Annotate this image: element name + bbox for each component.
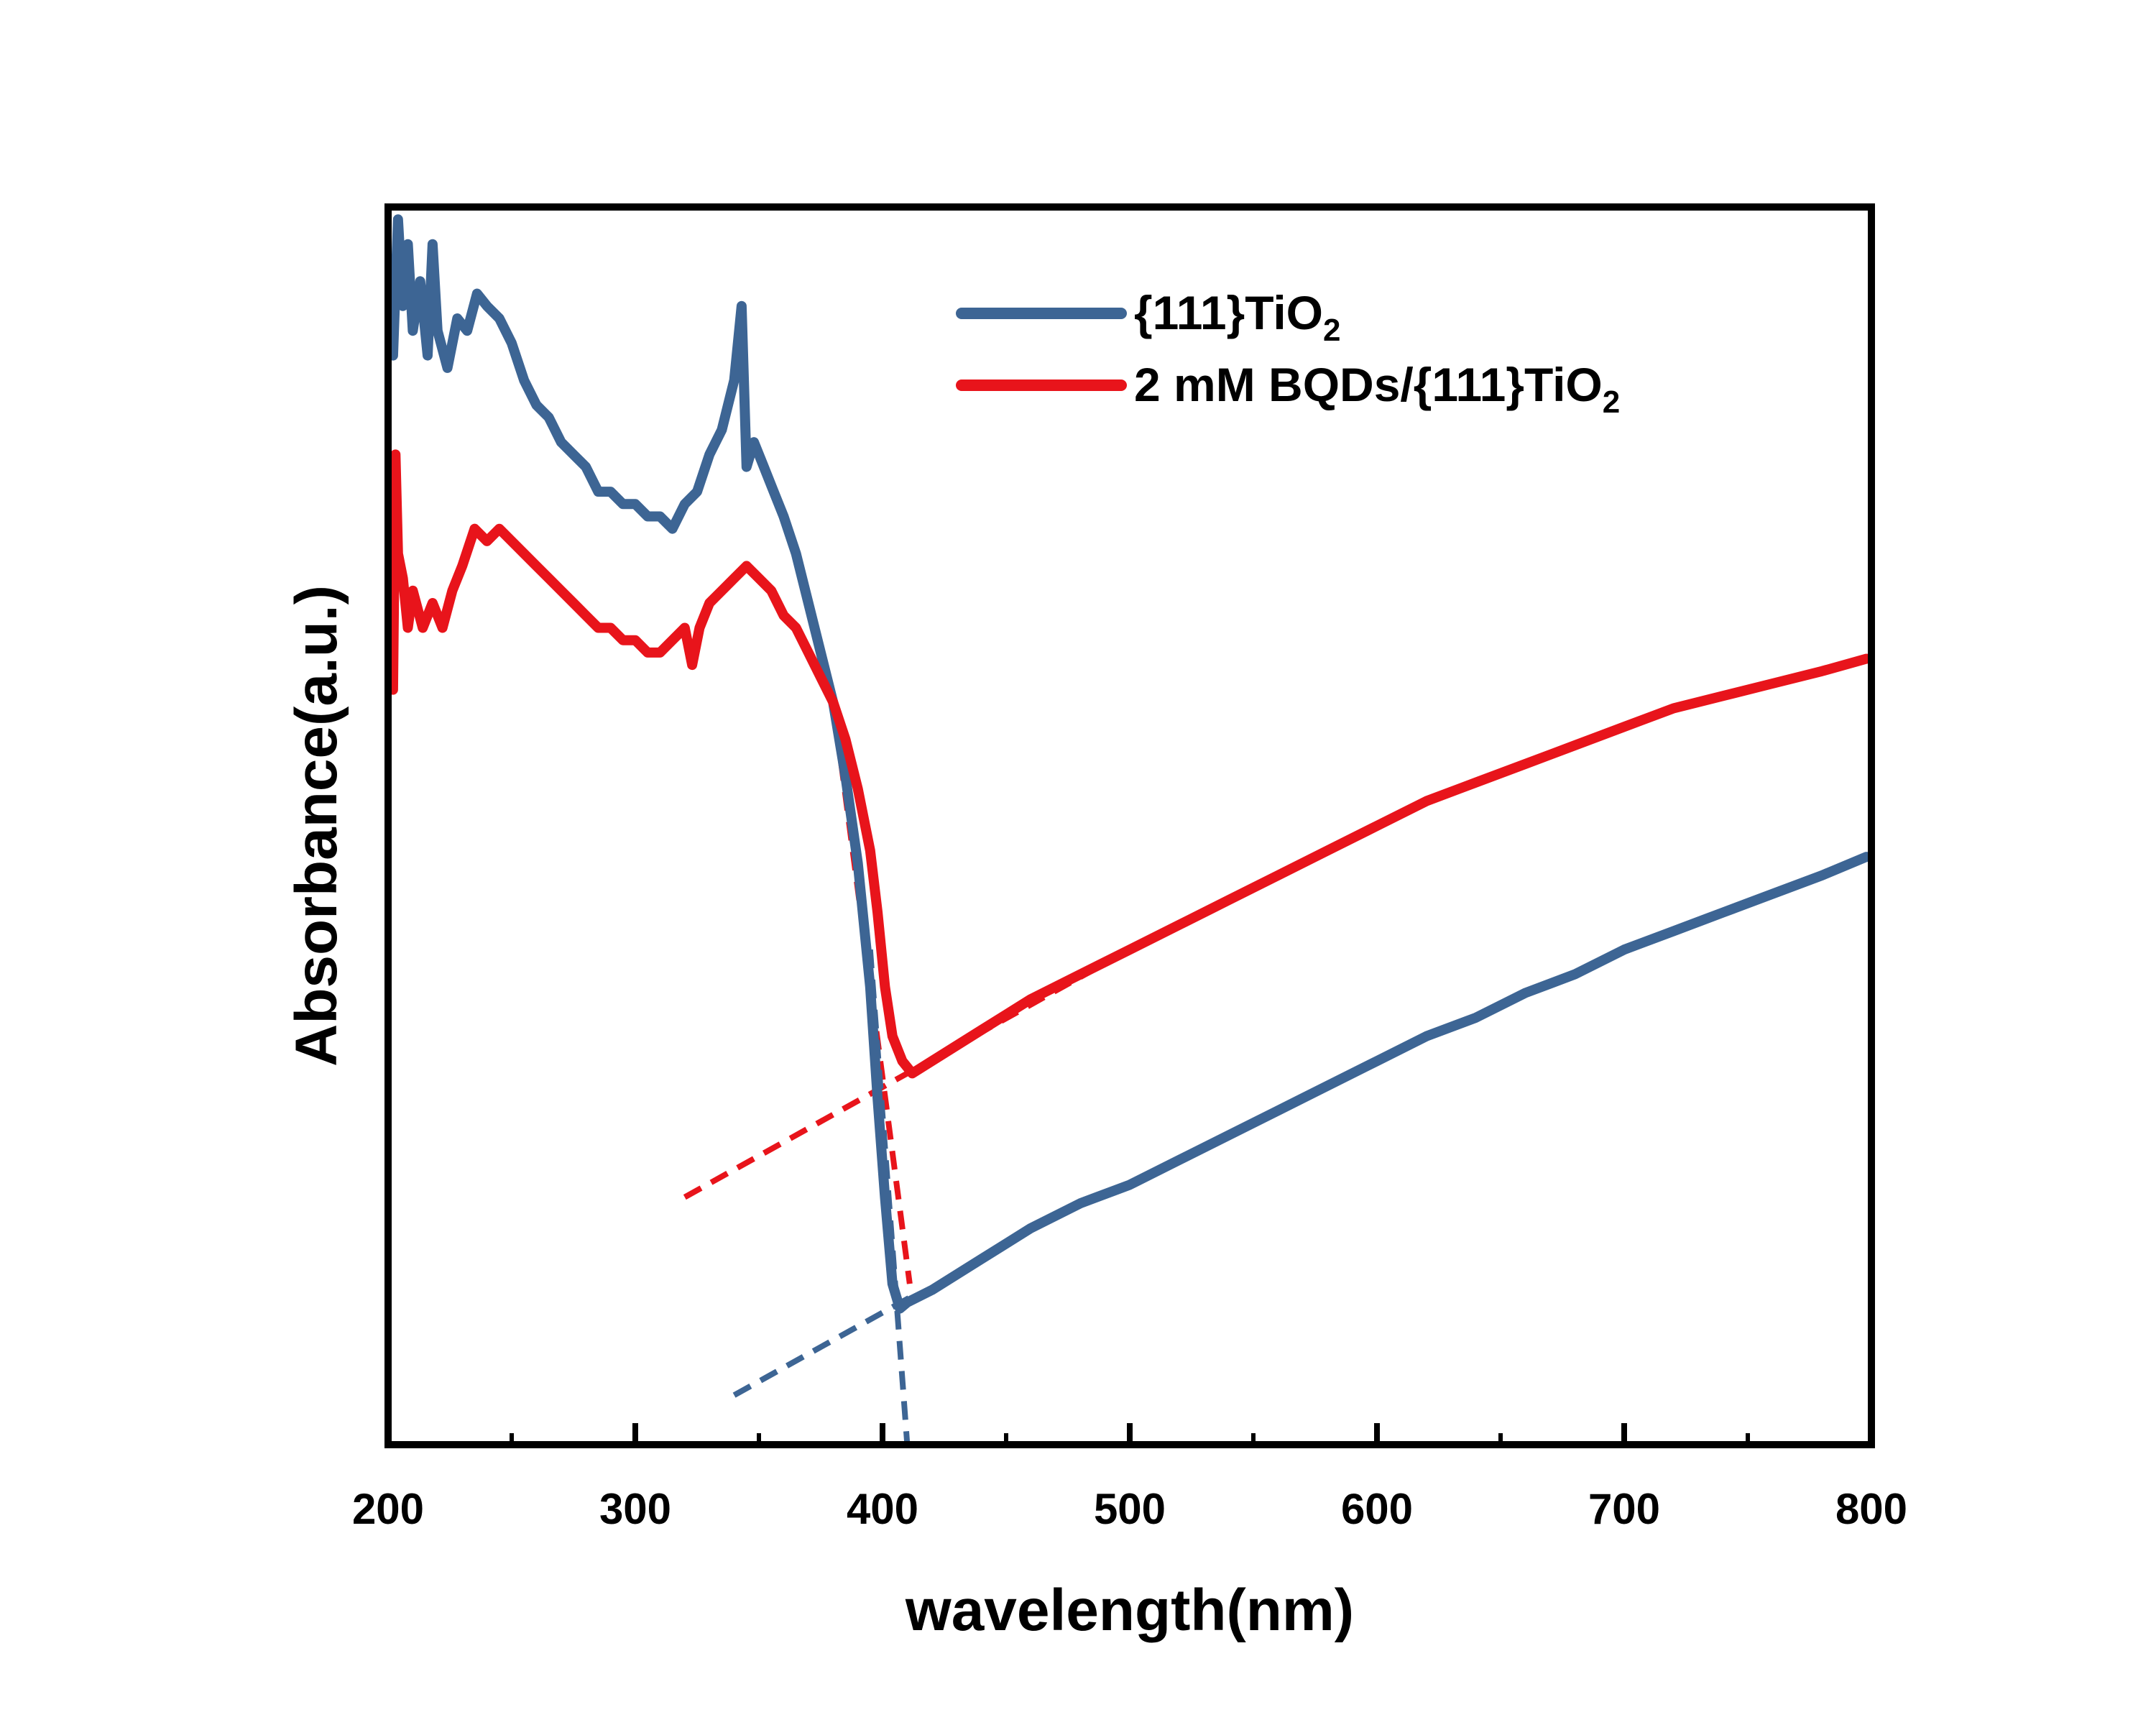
x-tick-label: 600	[1341, 1485, 1413, 1533]
legend: {111}TiO2 2 mM BQDs/{111}TiO2	[956, 286, 1620, 420]
x-axis: 200 300 400 500 600 700 800	[352, 1423, 1907, 1533]
x-tick-label: 200	[352, 1485, 424, 1533]
legend-label-2: 2 mM BQDs/{111}TiO2	[1134, 358, 1620, 420]
x-tick-label: 400	[847, 1485, 918, 1533]
x-tick-label: 300	[599, 1485, 671, 1533]
plot-data	[387, 214, 1872, 1445]
tangent-line-blue-2	[732, 1293, 914, 1398]
series-line-1	[387, 214, 1872, 1314]
series-line-2	[387, 449, 1872, 1079]
y-axis-title: Absorbance(a.u.)	[284, 585, 349, 1067]
x-tick-label: 500	[1094, 1485, 1166, 1533]
x-axis-title: wavelength(nm)	[905, 1578, 1354, 1643]
x-tick-label: 700	[1588, 1485, 1660, 1533]
x-tick-label: 800	[1835, 1485, 1907, 1533]
legend-label-1: {111}TiO2	[1134, 286, 1341, 348]
